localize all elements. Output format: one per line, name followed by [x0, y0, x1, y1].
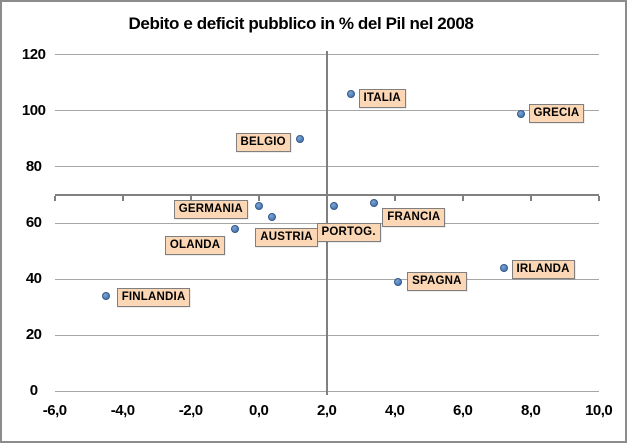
y-axis-tick-label: 20	[25, 326, 42, 344]
data-point-irlanda	[499, 263, 508, 272]
x-axis-tick-mark	[121, 195, 124, 201]
x-axis-tick-label: 10,0	[585, 402, 613, 419]
chart-title: Debito e deficit pubblico in % del Pil n…	[128, 14, 474, 33]
y-axis-line	[325, 50, 328, 396]
y-axis-tick-label: 80	[25, 157, 42, 175]
x-axis-tick-mark	[189, 195, 192, 201]
y-axis-tick-label: 100	[21, 101, 46, 119]
x-axis-tick-label: -6,0	[42, 402, 67, 419]
country-label-finlandia: FINLANDIA	[116, 287, 191, 307]
x-axis-tick-mark	[257, 195, 260, 201]
data-point-italia	[346, 89, 355, 98]
x-axis-tick-mark	[461, 195, 464, 201]
country-label-germania: GERMANIA	[173, 200, 248, 220]
y-axis-tick-label: 40	[25, 270, 42, 288]
country-label-francia: FRANCIA	[382, 208, 446, 228]
data-point-germania	[254, 202, 263, 211]
data-point-francia	[370, 199, 379, 208]
y-axis-tick-label: 60	[25, 214, 42, 231]
country-label-italia: ITALIA	[358, 88, 406, 108]
data-point-belgio	[295, 134, 304, 143]
x-axis-tick-mark	[597, 195, 600, 201]
country-label-portog: PORTOG.	[316, 223, 381, 243]
x-axis-tick-label: 8,0	[521, 402, 541, 419]
data-point-grecia	[516, 109, 525, 118]
data-point-austria	[268, 213, 277, 222]
country-label-olanda: OLANDA	[164, 235, 226, 255]
x-axis-tick-mark	[53, 195, 56, 201]
country-label-austria: AUSTRIA	[255, 228, 318, 248]
data-point-finlandia	[101, 291, 110, 300]
y-axis-tick-label: 0	[29, 382, 38, 400]
x-axis-tick-label: -2,0	[178, 402, 203, 419]
x-axis-tick-mark	[529, 195, 532, 201]
data-point-spagna	[394, 277, 403, 286]
country-label-spagna: SPAGNA	[407, 271, 467, 291]
country-label-irlanda: IRLANDA	[511, 259, 575, 279]
data-point-olanda	[230, 224, 239, 233]
country-label-grecia: GRECIA	[528, 103, 585, 123]
x-axis-tick-label: 6,0	[453, 402, 473, 419]
x-axis-tick-label: 2,0	[317, 402, 337, 419]
country-label-belgio: BELGIO	[235, 132, 291, 152]
data-point-portog	[329, 202, 338, 211]
x-axis-tick-label: 0,0	[249, 402, 269, 419]
y-axis-tick-label: 120	[21, 45, 46, 63]
x-axis-tick-mark	[393, 195, 396, 201]
x-axis-tick-label: -4,0	[110, 402, 135, 419]
x-axis-tick-label: 4,0	[385, 402, 405, 419]
